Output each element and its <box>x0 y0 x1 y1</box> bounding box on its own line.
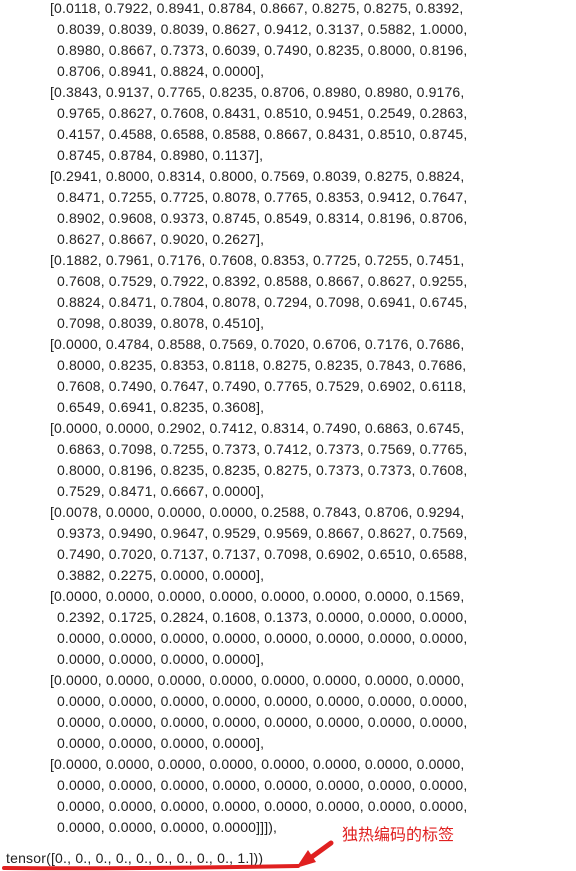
tensor-row-line: 0.0000, 0.0000, 0.0000, 0.0000, 0.0000, … <box>57 630 468 646</box>
tensor-row-line: [0.0000, 0.0000, 0.2902, 0.7412, 0.8314,… <box>50 420 465 436</box>
tensor-row-line: 0.9373, 0.9490, 0.9647, 0.9529, 0.9569, … <box>57 525 468 541</box>
tensor-row-line: [0.0000, 0.0000, 0.0000, 0.0000, 0.0000,… <box>50 588 465 604</box>
red-arrowhead-icon <box>296 850 316 868</box>
label-tensor-line: tensor([0., 0., 0., 0., 0., 0., 0., 0., … <box>6 850 264 866</box>
tensor-row-line: 0.6549, 0.6941, 0.8235, 0.3608], <box>57 399 265 415</box>
tensor-row-line: 0.0000, 0.0000, 0.0000, 0.0000, 0.0000, … <box>57 777 468 793</box>
tensor-row-line: 0.8824, 0.8471, 0.7804, 0.8078, 0.7294, … <box>57 294 468 310</box>
tensor-row-line: 0.4157, 0.4588, 0.6588, 0.8588, 0.8667, … <box>57 126 468 142</box>
annotation-label: 独热编码的标签 <box>342 827 455 844</box>
tensor-row-line: 0.0000, 0.0000, 0.0000, 0.0000], <box>57 651 265 667</box>
tensor-row-line: 0.0000, 0.0000, 0.0000, 0.0000, 0.0000, … <box>57 714 468 730</box>
tensor-row-line: 0.0000, 0.0000, 0.0000, 0.0000]]]), <box>57 819 278 835</box>
tensor-row-line: 0.8902, 0.9608, 0.9373, 0.8745, 0.8549, … <box>57 210 468 226</box>
tensor-row-line: [0.0118, 0.7922, 0.8941, 0.8784, 0.8667,… <box>50 0 464 16</box>
tensor-row-line: 0.8000, 0.8196, 0.8235, 0.8235, 0.8275, … <box>57 462 468 478</box>
tensor-row-line: 0.7490, 0.7020, 0.7137, 0.7137, 0.7098, … <box>57 546 468 562</box>
tensor-row-line: 0.8039, 0.8039, 0.8039, 0.8627, 0.9412, … <box>57 21 468 37</box>
tensor-row-line: 0.0000, 0.0000, 0.0000, 0.0000, 0.0000, … <box>57 693 468 709</box>
tensor-row-line: 0.9765, 0.8627, 0.7608, 0.8431, 0.8510, … <box>57 105 468 121</box>
tensor-row-line: 0.7529, 0.8471, 0.6667, 0.0000], <box>57 483 265 499</box>
tensor-row-line: 0.8471, 0.7255, 0.7725, 0.8078, 0.7765, … <box>57 189 468 205</box>
tensor-row-line: 0.7608, 0.7529, 0.7922, 0.8392, 0.8588, … <box>57 273 468 289</box>
tensor-row-line: 0.8706, 0.8941, 0.8824, 0.0000], <box>57 63 265 79</box>
tensor-row-line: 0.8000, 0.8235, 0.8353, 0.8118, 0.8275, … <box>57 357 467 373</box>
tensor-row-line: [0.0078, 0.0000, 0.0000, 0.0000, 0.2588,… <box>50 504 465 520</box>
tensor-row-line: 0.7608, 0.7490, 0.7647, 0.7490, 0.7765, … <box>57 378 467 394</box>
tensor-row-line: [0.0000, 0.0000, 0.0000, 0.0000, 0.0000,… <box>50 756 465 772</box>
tensor-row-line: [0.0000, 0.4784, 0.8588, 0.7569, 0.7020,… <box>50 336 465 352</box>
tensor-row-line: 0.8627, 0.8667, 0.9020, 0.2627], <box>57 231 265 247</box>
tensor-row-line: 0.0000, 0.0000, 0.0000, 0.0000, 0.0000, … <box>57 798 468 814</box>
tensor-row-line: [0.1882, 0.7961, 0.7176, 0.7608, 0.8353,… <box>50 252 465 268</box>
tensor-row-line: 0.8980, 0.8667, 0.7373, 0.6039, 0.7490, … <box>57 42 468 58</box>
tensor-row-line: 0.8745, 0.8784, 0.8980, 0.1137], <box>57 147 264 163</box>
tensor-row-line: [0.3843, 0.9137, 0.7765, 0.8235, 0.8706,… <box>50 84 465 100</box>
tensor-row-line: 0.0000, 0.0000, 0.0000, 0.0000], <box>57 735 265 751</box>
tensor-row-line: 0.2392, 0.1725, 0.2824, 0.1608, 0.1373, … <box>57 609 468 625</box>
tensor-row-line: 0.6863, 0.7098, 0.7255, 0.7373, 0.7412, … <box>57 441 468 457</box>
tensor-row-line: [0.0000, 0.0000, 0.0000, 0.0000, 0.0000,… <box>50 672 465 688</box>
red-arrow-icon <box>306 840 334 862</box>
tensor-row-line: 0.7098, 0.8039, 0.8078, 0.4510], <box>57 315 265 331</box>
tensor-row-line: 0.3882, 0.2275, 0.0000, 0.0000], <box>57 567 265 583</box>
tensor-row-line: [0.2941, 0.8000, 0.8314, 0.8000, 0.7569,… <box>50 168 465 184</box>
